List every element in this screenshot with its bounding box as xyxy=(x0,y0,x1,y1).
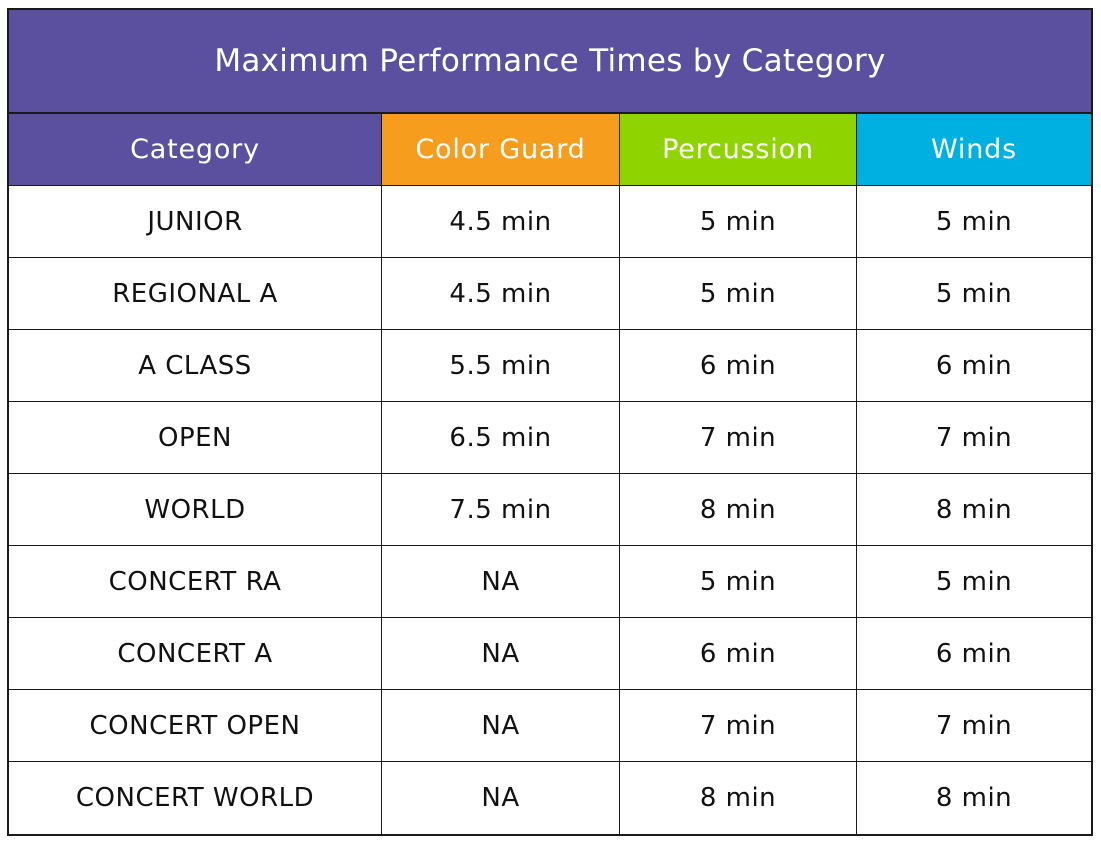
cell-color-guard: NA xyxy=(382,690,620,761)
table-row: OPEN 6.5 min 7 min 7 min xyxy=(9,402,1091,474)
cell-color-guard: NA xyxy=(382,546,620,617)
cell-color-guard: 4.5 min xyxy=(382,186,620,257)
cell-percussion: 5 min xyxy=(620,546,857,617)
cell-color-guard: NA xyxy=(382,618,620,689)
cell-winds: 6 min xyxy=(935,638,1013,669)
cell-winds: 8 min xyxy=(935,783,1013,813)
table-title: Maximum Performance Times by Category xyxy=(9,10,1091,114)
performance-times-table: Maximum Performance Times by Category Ca… xyxy=(7,8,1093,836)
table-row: CONCERT A NA 6 min 6 min xyxy=(9,618,1091,690)
cell-percussion: 8 min xyxy=(620,474,857,545)
table-row: WORLD 7.5 min 8 min 8 min xyxy=(9,474,1091,546)
table-row: CONCERT WORLD NA 8 min 8 min xyxy=(9,762,1091,834)
cell-color-guard: 5.5 min xyxy=(382,330,620,401)
cell-percussion: 8 min xyxy=(620,762,857,834)
cell-category: CONCERT A xyxy=(9,618,382,689)
cell-color-guard: NA xyxy=(382,762,620,834)
cell-color-guard: 4.5 min xyxy=(382,258,620,329)
table-row: A CLASS 5.5 min 6 min 6 min xyxy=(9,330,1091,402)
table-body: JUNIOR 4.5 min 5 min 5 min REGIONAL A 4.5 min… xyxy=(9,186,1091,834)
header-percussion: Percussion xyxy=(620,114,857,185)
cell-category: JUNIOR xyxy=(9,186,382,257)
cell-winds: 6 min xyxy=(935,350,1013,381)
cell-percussion: 6 min xyxy=(620,330,857,401)
cell-color-guard: 7.5 min xyxy=(382,474,620,545)
cell-percussion: 7 min xyxy=(620,690,857,761)
cell-category: WORLD xyxy=(9,474,382,545)
cell-category: CONCERT RA xyxy=(9,546,382,617)
cell-winds: 5 min xyxy=(935,566,1013,597)
table-row: CONCERT RA NA 5 min 5 min xyxy=(9,546,1091,618)
cell-percussion: 7 min xyxy=(620,402,857,473)
cell-category: OPEN xyxy=(9,402,382,473)
table-row: JUNIOR 4.5 min 5 min 5 min xyxy=(9,186,1091,258)
cell-percussion: 5 min xyxy=(620,186,857,257)
table-row: REGIONAL A 4.5 min 5 min 5 min xyxy=(9,258,1091,330)
cell-percussion: 5 min xyxy=(620,258,857,329)
header-winds: Winds xyxy=(857,114,1091,185)
cell-category: REGIONAL A xyxy=(9,258,382,329)
header-category: Category xyxy=(9,114,382,185)
header-color-guard: Color Guard xyxy=(382,114,620,185)
cell-winds: 7 min xyxy=(935,710,1013,741)
cell-category: A CLASS xyxy=(9,330,382,401)
cell-winds: 5 min xyxy=(935,206,1013,237)
table-row: CONCERT OPEN NA 7 min 7 min xyxy=(9,690,1091,762)
cell-winds: 7 min xyxy=(935,422,1013,453)
cell-percussion: 6 min xyxy=(620,618,857,689)
cell-winds: 5 min xyxy=(935,278,1013,309)
cell-winds: 8 min xyxy=(935,494,1013,525)
cell-color-guard: 6.5 min xyxy=(382,402,620,473)
table-header-row: Category Color Guard Percussion Winds xyxy=(9,114,1091,186)
cell-category: CONCERT WORLD xyxy=(9,762,382,834)
cell-category: CONCERT OPEN xyxy=(9,690,382,761)
